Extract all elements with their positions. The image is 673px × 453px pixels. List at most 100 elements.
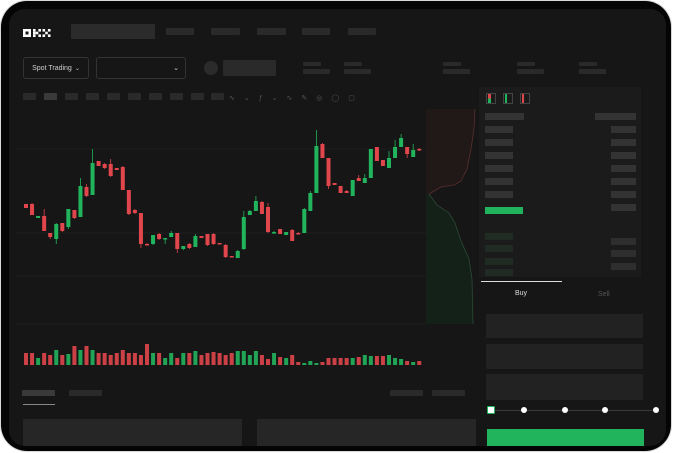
timeframe-button[interactable] (128, 93, 141, 100)
buy-button[interactable] (487, 429, 644, 446)
nav-item[interactable] (348, 28, 376, 35)
volume-bar (145, 344, 149, 365)
volume-bar (314, 363, 319, 365)
volume-bar (374, 356, 379, 365)
volume-bar (48, 355, 53, 365)
volume-bar (350, 358, 355, 365)
slider-step[interactable] (602, 407, 608, 413)
timeframe-button[interactable] (44, 93, 57, 100)
candle-body (259, 202, 264, 214)
slider-step[interactable] (521, 407, 527, 413)
pencil-icon[interactable]: ✎ (301, 95, 308, 102)
amount-input[interactable] (486, 344, 643, 369)
orderbook-header (485, 113, 524, 120)
stat-value (579, 69, 606, 74)
timeframe-button[interactable] (149, 93, 162, 100)
volume-bar (393, 358, 398, 365)
timeframe-button[interactable] (107, 93, 120, 100)
magnet-icon[interactable]: ◎ (316, 95, 323, 102)
volume-bar (405, 361, 410, 365)
candle-body (326, 158, 331, 186)
orderbook-header (595, 113, 636, 120)
price-input[interactable] (486, 314, 643, 338)
slider-step[interactable] (562, 407, 568, 413)
candle-body (138, 213, 143, 244)
stat-label (303, 62, 321, 66)
candle-body (247, 211, 252, 215)
line-tool-icon[interactable]: ∿ (229, 95, 235, 102)
bottom-tab[interactable] (69, 390, 102, 396)
volume-bar (344, 358, 349, 365)
nav-item[interactable] (302, 28, 330, 35)
stat-value (303, 69, 330, 74)
volume-bar (132, 353, 137, 365)
timeframe-button[interactable] (86, 93, 99, 100)
candle-body (405, 147, 410, 154)
expand-icon[interactable]: ▢ (348, 95, 355, 102)
orderbook-asks-icon[interactable] (520, 93, 530, 104)
volume-bar (66, 354, 71, 365)
bottom-action[interactable] (432, 390, 465, 396)
stat-value (443, 69, 470, 74)
trading-mode-dropdown[interactable]: Spot Trading ⌄ (23, 57, 89, 79)
header-search-placeholder[interactable] (71, 24, 155, 39)
bid-size (611, 250, 636, 257)
candle-body (241, 217, 246, 249)
volume-bar (284, 358, 289, 365)
ask-price (485, 126, 513, 133)
volume-bar (60, 355, 65, 365)
volume-bar (326, 358, 331, 365)
timeframe-button[interactable] (211, 93, 224, 100)
timeframe-button[interactable] (23, 93, 36, 100)
volume-bar (411, 362, 416, 365)
okx-logo[interactable] (23, 26, 51, 37)
candle-body (72, 210, 77, 218)
timeframe-button[interactable] (65, 93, 78, 100)
candle-body (393, 147, 398, 158)
stat-label (344, 62, 362, 66)
percent-slider-track[interactable] (491, 410, 659, 411)
chevron-down-icon[interactable]: ⌄ (271, 95, 278, 102)
nav-item[interactable] (166, 28, 194, 35)
volume-bar (387, 355, 391, 365)
candle-body (60, 223, 65, 231)
slider-step[interactable] (653, 407, 659, 413)
chevron-down-icon[interactable]: ⌄ (243, 95, 250, 102)
tab-sell[interactable]: Sell (598, 291, 610, 298)
timeframe-button[interactable] (170, 93, 183, 100)
candle-body (314, 146, 319, 193)
orderbook-bids-icon[interactable] (503, 93, 513, 104)
candlestick-chart[interactable] (9, 9, 479, 379)
nav-item[interactable] (257, 28, 286, 35)
eye-icon[interactable]: ◯ (331, 95, 340, 102)
candle-body (84, 187, 89, 196)
candle-body (417, 149, 422, 151)
bid-price (485, 269, 513, 276)
bottom-action[interactable] (390, 390, 423, 396)
candle-body (278, 229, 283, 234)
trading-mode-label: Spot Trading (32, 64, 72, 72)
volume-bar (266, 359, 270, 365)
indicator-icon[interactable]: ƒ (258, 94, 263, 102)
candle-body (217, 243, 222, 245)
volume-bar (181, 353, 186, 365)
orderbook-both-icon[interactable] (486, 93, 496, 104)
bid-size (611, 263, 636, 270)
wave-icon[interactable]: ∿ (286, 95, 293, 102)
bottom-tab-active[interactable] (22, 390, 55, 396)
candle-body (132, 210, 137, 213)
volume-bar (72, 346, 77, 365)
pair-dropdown[interactable]: ⌄ (96, 57, 186, 79)
tab-buy[interactable]: Buy (515, 290, 528, 297)
total-input[interactable] (486, 374, 643, 400)
volume-bar (120, 350, 125, 365)
nav-item[interactable] (211, 28, 240, 35)
ask-size (611, 152, 636, 159)
candle-body (223, 245, 228, 257)
candle-body (374, 147, 379, 161)
timeframe-button[interactable] (191, 93, 204, 100)
tab-underline (481, 281, 562, 282)
candle-body (175, 233, 180, 249)
candle-body (296, 233, 301, 235)
percent-slider-handle[interactable] (487, 406, 495, 414)
